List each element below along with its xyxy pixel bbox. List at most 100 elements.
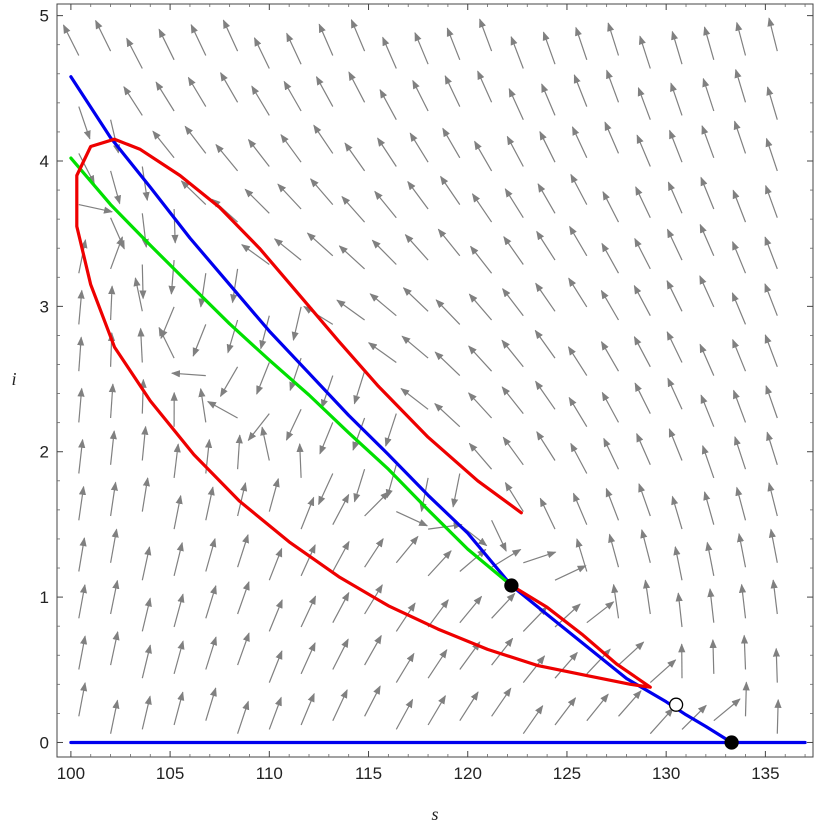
field-arrow	[78, 239, 88, 274]
field-arrow	[668, 428, 683, 461]
field-arrow	[709, 639, 717, 674]
field-arrow	[207, 400, 238, 419]
field-arrow	[600, 341, 620, 372]
field-arrow	[77, 336, 85, 372]
field-arrow	[364, 584, 383, 615]
y-axis-label: i	[11, 369, 16, 389]
field-arrow	[451, 473, 461, 508]
field-arrow	[364, 537, 384, 568]
field-arrow	[110, 699, 120, 734]
field-arrow	[537, 183, 556, 214]
field-arrow	[768, 528, 778, 563]
field-arrow	[459, 548, 487, 572]
field-arrow	[675, 592, 683, 628]
field-arrow	[273, 238, 302, 261]
field-arrow	[395, 602, 416, 632]
field-arrow	[673, 546, 683, 581]
field-arrow	[666, 279, 683, 312]
field-arrow	[78, 106, 91, 140]
field-arrow	[300, 496, 315, 530]
field-arrow	[568, 277, 588, 308]
field-arrow	[78, 537, 87, 572]
field-arrow	[772, 647, 781, 683]
field-arrow	[141, 166, 150, 202]
field-arrow	[510, 35, 524, 69]
field-arrow	[409, 132, 429, 163]
field-arrow	[667, 181, 683, 214]
x-tick-label: 110	[256, 764, 283, 783]
field-arrow	[315, 76, 334, 107]
field-arrow	[570, 442, 588, 474]
field-arrow	[141, 695, 152, 730]
field-arrow	[268, 650, 283, 683]
vector-field	[62, 17, 782, 735]
field-arrow	[604, 121, 620, 154]
field-arrow	[268, 547, 283, 581]
curves	[69, 75, 807, 745]
field-arrow	[737, 532, 747, 568]
x-tick-label: 130	[652, 764, 680, 783]
field-arrow	[459, 691, 479, 722]
field-arrow	[733, 389, 747, 423]
field-arrow	[701, 125, 715, 159]
field-arrow	[567, 346, 588, 376]
field-arrow	[536, 431, 556, 461]
field-arrow	[638, 35, 651, 69]
field-arrow	[534, 329, 556, 359]
field-arrow	[374, 190, 397, 219]
field-arrow	[184, 125, 207, 154]
field-arrow	[126, 37, 143, 69]
field-arrow	[173, 541, 184, 577]
field-arrow	[732, 338, 747, 372]
curve-2	[69, 156, 513, 588]
field-arrow	[237, 700, 250, 734]
field-arrow	[767, 17, 778, 52]
field-arrow	[471, 193, 493, 223]
field-arrow	[575, 538, 588, 572]
field-arrow	[168, 260, 176, 295]
field-arrow	[222, 19, 239, 52]
field-arrow	[640, 529, 651, 563]
field-arrow	[742, 681, 750, 717]
field-arrow	[110, 217, 125, 250]
field-arrow	[468, 442, 493, 470]
field-arrow	[251, 85, 270, 116]
field-arrow	[247, 138, 270, 167]
field-arrow	[535, 380, 556, 410]
field-arrow	[256, 362, 270, 395]
x-axis-ticks: 100 105 110 115 120 125 130 135	[57, 4, 806, 783]
field-arrow	[501, 339, 524, 368]
field-arrow	[237, 533, 249, 568]
field-arrow	[78, 438, 86, 474]
field-arrow	[336, 299, 365, 321]
field-arrow	[667, 377, 683, 410]
field-arrow	[158, 28, 175, 61]
field-arrow	[539, 497, 556, 530]
field-arrow	[733, 120, 747, 154]
y-tick-label: 0	[40, 733, 49, 752]
field-arrow	[123, 86, 143, 116]
field-arrow	[244, 188, 270, 214]
field-arrow	[205, 687, 217, 721]
field-arrow	[703, 491, 715, 525]
field-arrow	[764, 283, 778, 316]
field-arrow	[731, 292, 747, 325]
field-arrow	[504, 188, 524, 219]
field-arrow	[108, 285, 116, 321]
field-arrow	[155, 81, 175, 112]
field-arrow	[412, 79, 429, 112]
field-arrow	[332, 540, 350, 572]
field-arrow	[491, 687, 512, 717]
field-arrow	[268, 477, 280, 512]
field-arrow	[220, 72, 239, 103]
y-tick-label: 3	[40, 297, 49, 316]
field-arrow	[141, 546, 152, 581]
field-arrow	[395, 652, 415, 683]
field-arrow	[681, 704, 707, 730]
fixed-point-0	[504, 578, 519, 593]
field-arrow	[332, 689, 348, 721]
field-arrow	[703, 26, 715, 60]
field-arrow	[491, 520, 507, 552]
x-tick-label: 125	[553, 764, 581, 783]
